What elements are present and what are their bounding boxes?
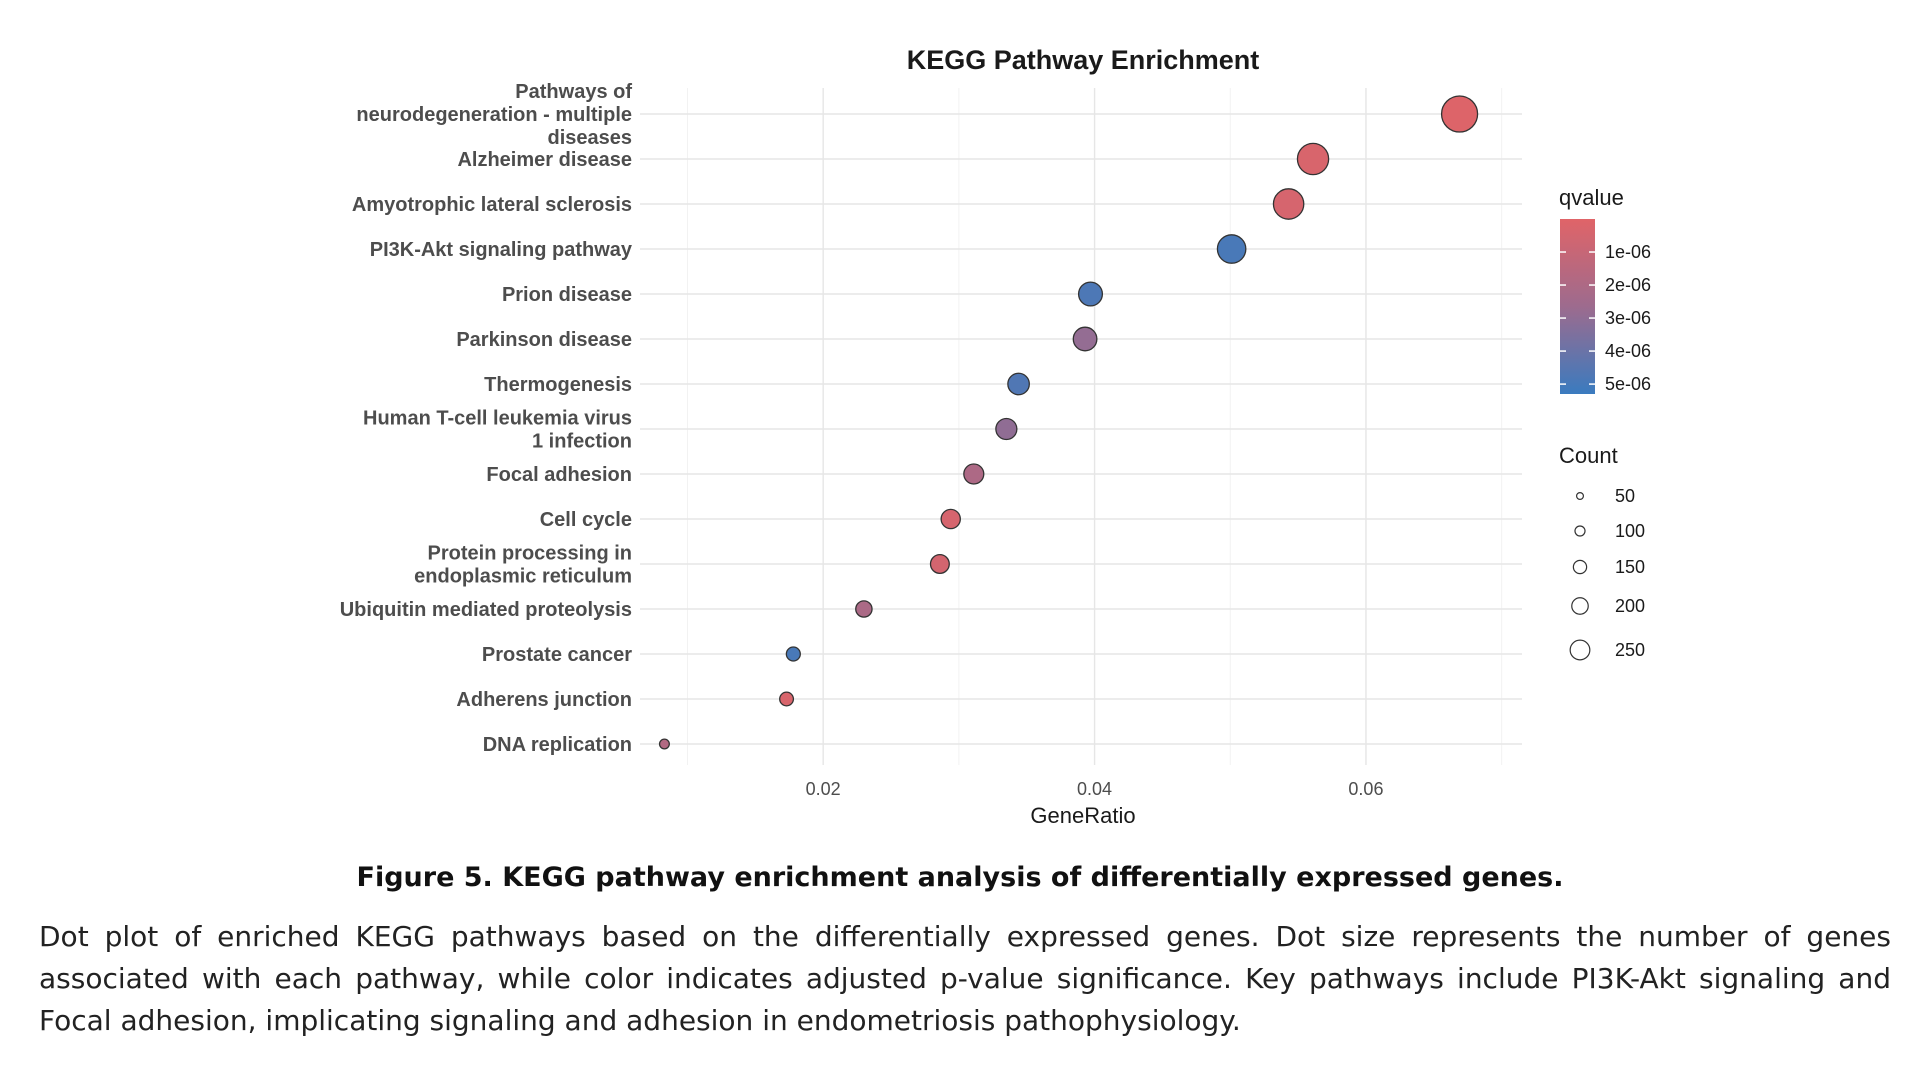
y-tick-label: Protein processing in — [428, 543, 632, 565]
data-point — [1077, 281, 1104, 307]
qvalue-legend-title: qvalue — [1559, 185, 1624, 210]
count-legend-items: 50 100 150 200 250 — [1569, 486, 1645, 661]
data-point — [658, 738, 670, 750]
y-tick-label: Alzheimer disease — [457, 149, 632, 171]
y-tick-label: Pathways of — [515, 81, 632, 103]
count-legend-circle — [1575, 491, 1585, 501]
colorbar-tick-label: 2e-06 — [1605, 275, 1651, 295]
y-tick-label: Prostate cancer — [482, 644, 632, 666]
colorbar-tick-label: 4e-06 — [1605, 341, 1651, 361]
y-tick-label: 1 infection — [532, 431, 632, 453]
y-tick-label: diseases — [547, 127, 632, 149]
count-legend-circle — [1571, 597, 1589, 615]
y-tick-label: Focal adhesion — [486, 464, 632, 486]
colorbar-tick-label: 5e-06 — [1605, 374, 1651, 394]
qvalue-legend: qvalue 1e-06 2e-06 3e-06 4e-06 5e-06 — [1559, 185, 1651, 394]
data-point — [1216, 234, 1247, 264]
y-tick-label: DNA replication — [483, 734, 632, 756]
data-point — [1440, 95, 1479, 133]
chart-title: KEGG Pathway Enrichment — [907, 45, 1260, 75]
y-tick-label: Cell cycle — [540, 509, 632, 531]
data-point — [963, 463, 985, 485]
count-legend-circle — [1574, 525, 1586, 537]
y-tick-label: Amyotrophic lateral sclerosis — [352, 194, 632, 216]
count-legend-label: 200 — [1615, 596, 1645, 616]
x-tick-label: 0.04 — [1077, 779, 1112, 799]
data-points — [658, 95, 1479, 750]
qvalue-colorbar-ticks: 1e-06 2e-06 3e-06 4e-06 5e-06 — [1560, 242, 1651, 394]
data-point — [940, 508, 961, 530]
y-tick-label: Parkinson disease — [456, 329, 632, 351]
data-point — [1072, 326, 1098, 352]
kegg-dot-plot: KEGG Pathway Enrichment Pathways ofneuro… — [340, 45, 1651, 828]
count-legend-label: 100 — [1615, 521, 1645, 541]
y-tick-label: endoplasmic reticulum — [414, 566, 632, 588]
count-legend-label: 50 — [1615, 486, 1635, 506]
figure-caption: Figure 5. KEGG pathway enrichment analys… — [356, 862, 1564, 893]
y-tick-label: Human T-cell leukemia virus — [363, 408, 632, 430]
y-tick-label: Thermogenesis — [484, 374, 632, 396]
y-tick-label: PI3K-Akt signaling pathway — [370, 239, 633, 261]
x-tick-label: 0.02 — [806, 779, 841, 799]
colorbar-tick-label: 1e-06 — [1605, 242, 1651, 262]
figure-description: Dot plot of enriched KEGG pathways based… — [39, 920, 1891, 1037]
x-tick-label: 0.06 — [1348, 779, 1383, 799]
data-point — [855, 600, 873, 618]
colorbar-tick-label: 3e-06 — [1605, 308, 1651, 328]
qvalue-colorbar — [1560, 219, 1595, 394]
count-legend-circle — [1569, 639, 1591, 661]
count-legend-circle — [1572, 559, 1588, 575]
y-tick-label: Adherens junction — [456, 689, 632, 711]
data-point — [779, 691, 795, 707]
count-legend-label: 250 — [1615, 640, 1645, 660]
data-point — [785, 646, 801, 662]
y-tick-label: neurodegeneration - multiple — [356, 104, 632, 126]
data-point — [1296, 142, 1330, 176]
plot-grid — [640, 88, 1522, 765]
count-legend: Count 50 100 150 200 250 — [1559, 443, 1645, 661]
x-axis-ticks: 0.02 0.04 0.06 — [806, 779, 1384, 799]
y-tick-label: Prion disease — [502, 284, 632, 306]
count-legend-label: 150 — [1615, 557, 1645, 577]
data-point — [929, 553, 950, 575]
y-tick-label: Ubiquitin mediated proteolysis — [340, 599, 632, 621]
data-point — [995, 417, 1018, 441]
x-axis-label: GeneRatio — [1030, 803, 1135, 828]
data-point — [1272, 188, 1305, 220]
count-legend-title: Count — [1559, 443, 1618, 468]
data-point — [1007, 372, 1030, 396]
